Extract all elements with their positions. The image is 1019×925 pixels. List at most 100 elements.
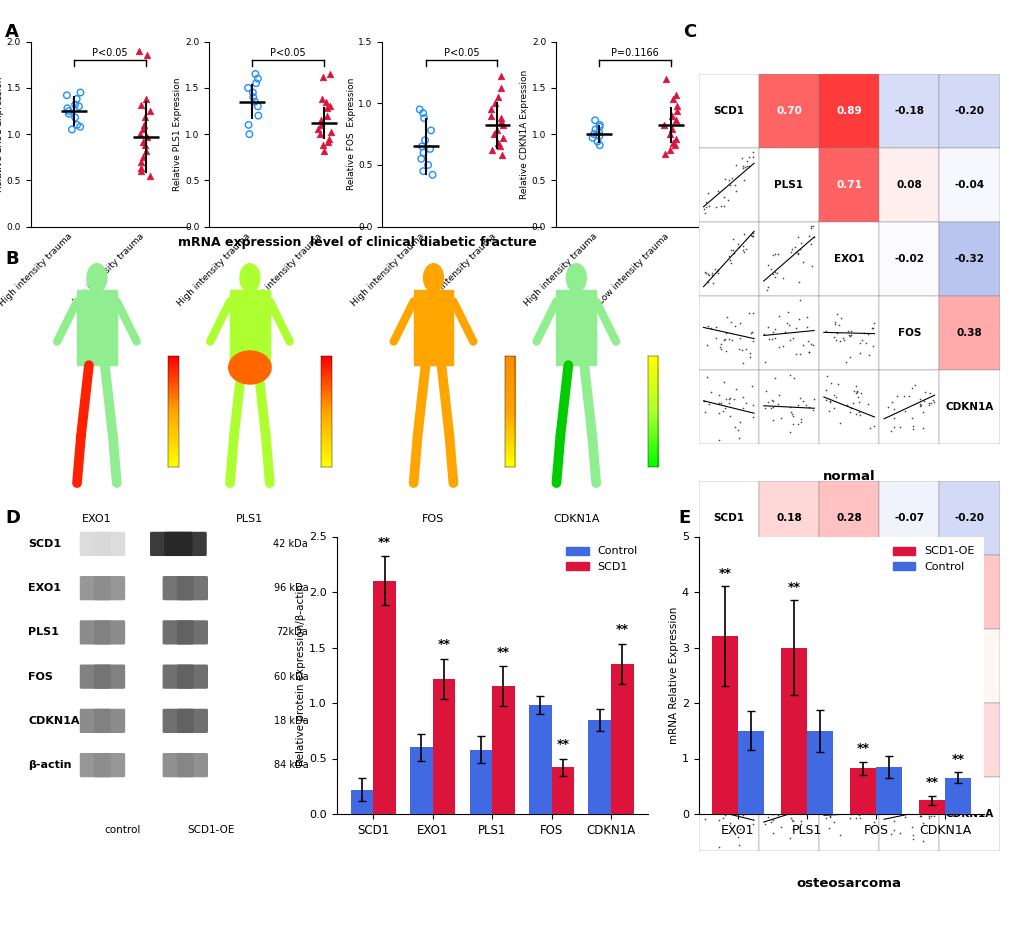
Point bbox=[840, 327, 856, 342]
Point bbox=[804, 629, 820, 644]
Bar bbox=[938, 222, 999, 296]
Point bbox=[921, 386, 937, 401]
Point bbox=[822, 376, 839, 390]
Text: control: control bbox=[104, 825, 141, 835]
Point bbox=[726, 591, 742, 606]
FancyBboxPatch shape bbox=[162, 576, 194, 600]
Point bbox=[696, 404, 712, 419]
Text: -0.04: -0.04 bbox=[954, 180, 983, 190]
Point bbox=[702, 321, 718, 336]
FancyBboxPatch shape bbox=[94, 576, 125, 600]
Point bbox=[838, 806, 854, 820]
Point bbox=[864, 727, 880, 742]
Point bbox=[767, 668, 784, 683]
Point bbox=[848, 385, 864, 400]
FancyBboxPatch shape bbox=[79, 753, 111, 777]
Point bbox=[725, 648, 741, 663]
Point bbox=[696, 811, 712, 826]
Point bbox=[770, 798, 787, 813]
Point bbox=[786, 370, 802, 385]
Text: P<0.05: P<0.05 bbox=[92, 48, 127, 58]
Point bbox=[864, 321, 880, 336]
Point bbox=[824, 329, 841, 344]
Point bbox=[804, 801, 820, 816]
Point bbox=[492, 68, 508, 83]
Point bbox=[664, 136, 681, 151]
Point bbox=[709, 265, 726, 280]
Point bbox=[310, 122, 326, 137]
Point bbox=[591, 117, 607, 132]
Point bbox=[656, 147, 673, 162]
Bar bbox=[945, 778, 970, 814]
Point bbox=[723, 739, 740, 754]
Point bbox=[773, 271, 790, 286]
Point bbox=[490, 90, 506, 105]
Point bbox=[817, 323, 834, 338]
Point bbox=[245, 85, 261, 100]
FancyBboxPatch shape bbox=[94, 532, 125, 556]
Point bbox=[741, 754, 757, 769]
Point bbox=[842, 731, 858, 746]
Point bbox=[720, 816, 737, 831]
Point bbox=[791, 699, 807, 714]
Text: E: E bbox=[678, 509, 690, 526]
Point bbox=[759, 319, 775, 334]
Point bbox=[772, 820, 789, 834]
Text: FOS: FOS bbox=[897, 328, 920, 338]
Point bbox=[744, 150, 760, 165]
Point bbox=[886, 805, 902, 820]
Point bbox=[799, 741, 815, 756]
Point bbox=[591, 138, 607, 153]
Text: mRNA expression  level of clinical diabetic fracture: mRNA expression level of clinical diabet… bbox=[177, 236, 536, 249]
Point bbox=[319, 101, 335, 116]
Point bbox=[900, 795, 916, 809]
Bar bbox=[698, 148, 758, 222]
Point bbox=[734, 748, 750, 763]
Point bbox=[780, 304, 796, 319]
Point bbox=[668, 104, 685, 118]
Point bbox=[700, 267, 716, 282]
Point bbox=[833, 718, 849, 733]
Point bbox=[700, 595, 716, 610]
Point bbox=[794, 254, 810, 269]
Point bbox=[855, 733, 871, 747]
Point bbox=[900, 388, 916, 403]
Bar bbox=[373, 581, 395, 814]
Text: 84 kDa: 84 kDa bbox=[273, 760, 308, 771]
Bar bbox=[878, 703, 938, 777]
Bar bbox=[758, 296, 818, 370]
Point bbox=[740, 306, 756, 321]
Bar bbox=[698, 222, 758, 296]
Text: 0.18: 0.18 bbox=[775, 513, 801, 523]
Text: SCD1: SCD1 bbox=[29, 539, 61, 549]
FancyBboxPatch shape bbox=[79, 532, 111, 556]
Point bbox=[744, 737, 760, 752]
Point bbox=[788, 321, 804, 336]
Point bbox=[67, 97, 84, 112]
Point bbox=[792, 817, 808, 832]
Point bbox=[710, 795, 727, 809]
Point bbox=[776, 732, 793, 746]
Point bbox=[710, 388, 727, 402]
Point bbox=[702, 385, 718, 400]
Bar bbox=[878, 629, 938, 703]
Point bbox=[721, 390, 738, 405]
Point bbox=[739, 154, 755, 168]
Point bbox=[802, 236, 818, 251]
Point bbox=[782, 368, 798, 383]
Point bbox=[884, 813, 901, 828]
Point bbox=[914, 421, 930, 436]
Point bbox=[804, 402, 820, 417]
Point bbox=[734, 242, 750, 257]
Point bbox=[896, 794, 912, 808]
Ellipse shape bbox=[87, 264, 107, 292]
Point bbox=[707, 319, 723, 334]
Point bbox=[766, 641, 783, 656]
Point bbox=[59, 101, 75, 116]
Point bbox=[850, 405, 866, 420]
Point bbox=[825, 401, 842, 415]
Point bbox=[720, 654, 737, 669]
Point bbox=[800, 228, 816, 243]
Text: β-actin: β-actin bbox=[29, 760, 71, 771]
Point bbox=[770, 339, 787, 354]
